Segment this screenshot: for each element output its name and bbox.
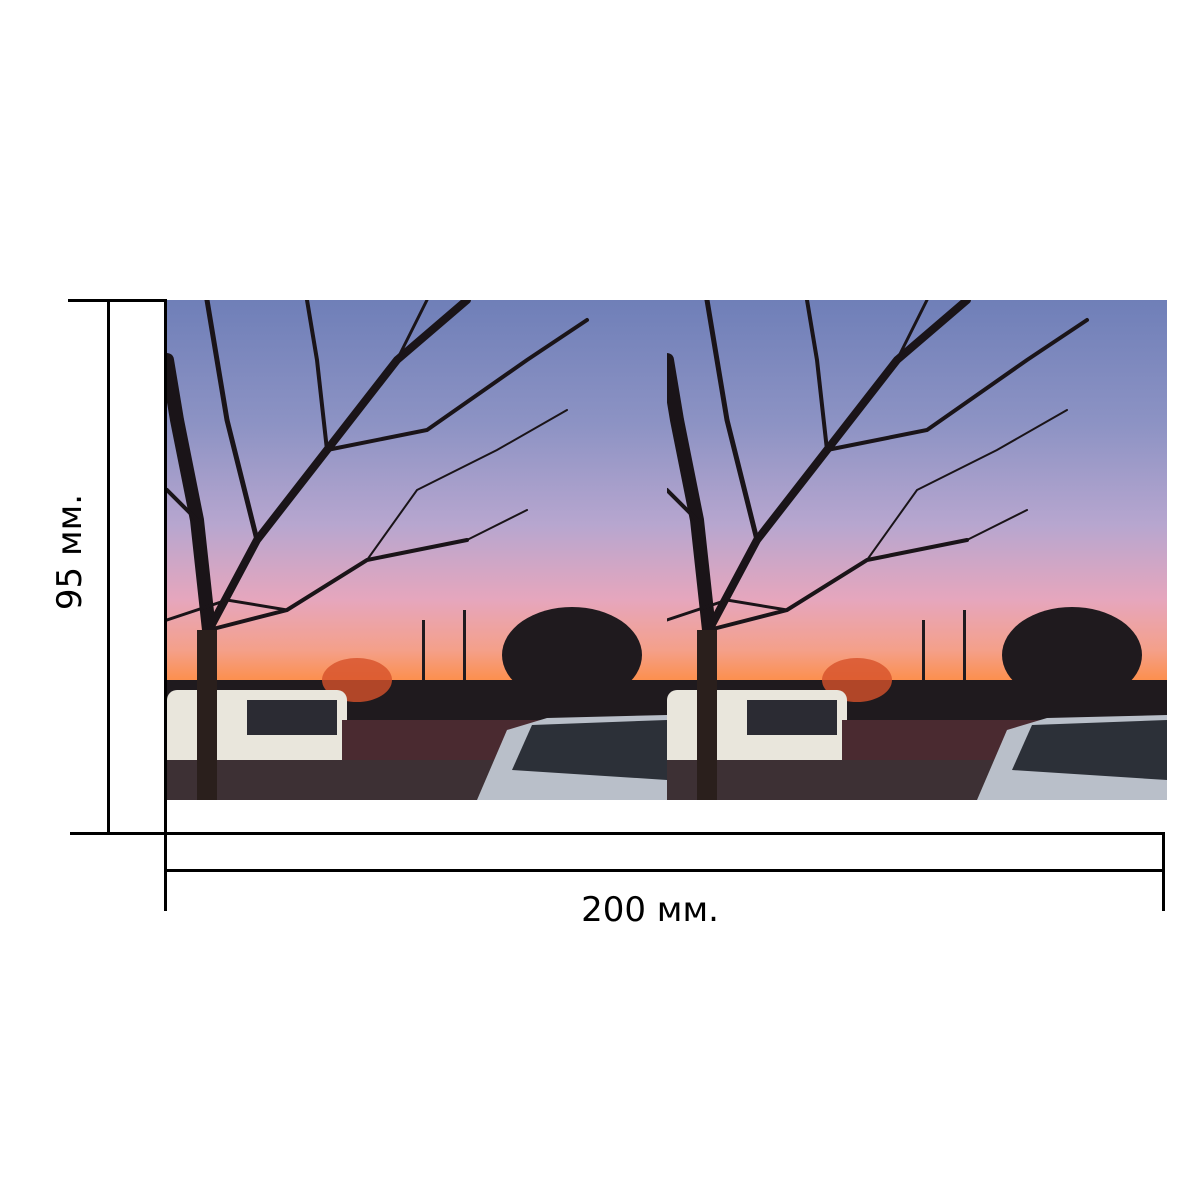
height-top-extension <box>68 299 167 302</box>
height-bottom-extension <box>70 832 1165 835</box>
width-label: 200 мм. <box>581 890 719 930</box>
height-label: 95 мм. <box>50 493 90 611</box>
width-right-extension <box>1162 833 1165 911</box>
height-dimension-line <box>107 300 110 834</box>
print-photo-left <box>167 300 667 800</box>
width-left-extension <box>164 300 167 911</box>
print-photo-right <box>667 300 1167 800</box>
width-dimension-line <box>165 869 1165 872</box>
